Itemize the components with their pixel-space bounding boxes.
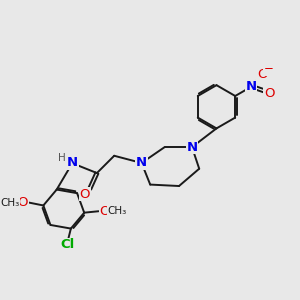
Text: CH₃: CH₃	[108, 206, 127, 216]
Text: N: N	[245, 80, 256, 93]
Text: O: O	[264, 87, 274, 100]
Text: −: −	[264, 62, 274, 75]
Text: O: O	[80, 188, 90, 201]
Text: O: O	[257, 68, 267, 81]
Text: O: O	[100, 205, 110, 218]
Text: O: O	[17, 196, 28, 209]
Text: N: N	[67, 157, 78, 169]
Text: N: N	[186, 141, 198, 154]
Text: Cl: Cl	[61, 238, 75, 251]
Text: N: N	[136, 157, 147, 169]
Text: H: H	[58, 153, 65, 163]
Text: CH₃: CH₃	[1, 198, 20, 208]
